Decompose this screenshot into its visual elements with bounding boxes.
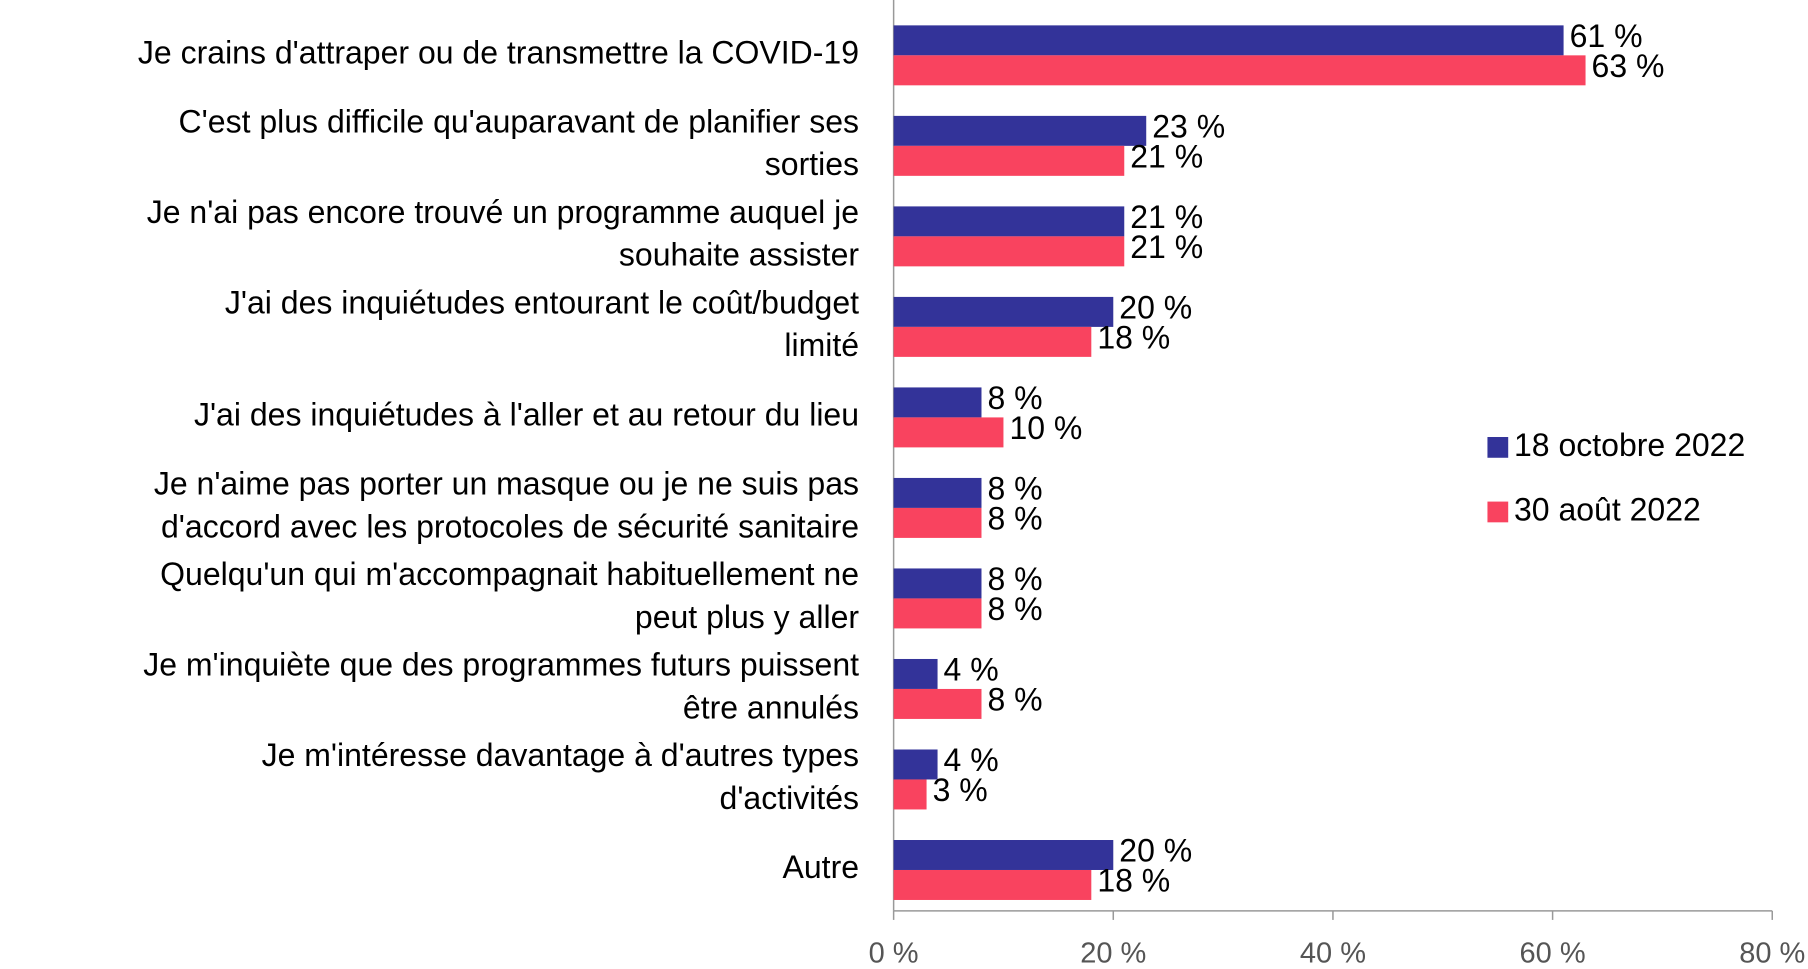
bar [893, 840, 1114, 870]
bar [893, 296, 1114, 327]
value-label: 3 % [933, 772, 988, 808]
value-label: 4 % [944, 651, 999, 687]
category-label: C'est plus difficile qu'auparavant de pl… [179, 104, 859, 183]
category-label: Je n'ai pas encore trouvé un programme a… [147, 194, 860, 273]
bar [893, 658, 938, 689]
value-label: 63 % [1592, 48, 1665, 84]
value-label: 21 % [1130, 199, 1203, 235]
legend-swatch [1487, 501, 1509, 523]
category-label: Je m'inquiète que des programmes futurs … [143, 647, 859, 726]
x-tick-label: 40 % [1300, 937, 1366, 969]
x-tick-label: 80 % [1739, 937, 1805, 969]
bar [893, 387, 982, 418]
bar [893, 779, 927, 810]
value-label: 61 % [1570, 18, 1643, 54]
bar [893, 115, 1147, 146]
bar [893, 477, 982, 508]
value-label: 23 % [1152, 108, 1225, 144]
value-label: 8 % [987, 681, 1042, 717]
bar [893, 688, 982, 719]
bar [893, 25, 1564, 56]
category-label: Quelqu'un qui m'accompagnait habituellem… [160, 557, 859, 636]
category-label: Autre [783, 849, 859, 885]
category-label: Je crains d'attraper ou de transmettre l… [138, 35, 859, 71]
x-tick-label: 0 % [869, 937, 919, 969]
x-tick-label: 20 % [1080, 937, 1146, 969]
legend-label: 18 octobre 2022 [1514, 427, 1745, 463]
value-label: 18 % [1097, 319, 1170, 355]
value-label: 8 % [987, 500, 1042, 536]
category-label: Je n'aime pas porter un masque ou je ne … [154, 466, 859, 545]
value-label: 10 % [1009, 410, 1082, 446]
category-label: Je m'intéresse davantage à d'autres type… [262, 738, 859, 817]
value-label: 8 % [987, 561, 1042, 597]
bar [893, 236, 1125, 267]
bar [893, 507, 982, 538]
value-label: 4 % [944, 742, 999, 778]
value-label: 8 % [987, 470, 1042, 506]
value-label: 18 % [1097, 862, 1170, 898]
value-label: 8 % [987, 591, 1042, 627]
bar [893, 869, 1092, 900]
category-label: J'ai des inquiétudes à l'aller et au ret… [194, 397, 859, 433]
bar [893, 749, 938, 780]
bar [893, 206, 1125, 237]
bar [893, 326, 1092, 357]
legend-label: 30 août 2022 [1514, 491, 1701, 527]
bar [893, 417, 1004, 448]
value-label: 8 % [987, 380, 1042, 416]
category-label: J'ai des inquiétudes entourant le coût/b… [225, 285, 859, 364]
bar [893, 598, 982, 629]
value-label: 20 % [1119, 289, 1192, 325]
x-tick-label: 60 % [1520, 937, 1586, 969]
bar [893, 145, 1125, 176]
bar [893, 55, 1586, 86]
value-label: 20 % [1119, 832, 1192, 868]
value-label: 21 % [1130, 138, 1203, 174]
value-label: 21 % [1130, 229, 1203, 265]
legend-swatch [1487, 437, 1509, 458]
bar [893, 568, 982, 599]
